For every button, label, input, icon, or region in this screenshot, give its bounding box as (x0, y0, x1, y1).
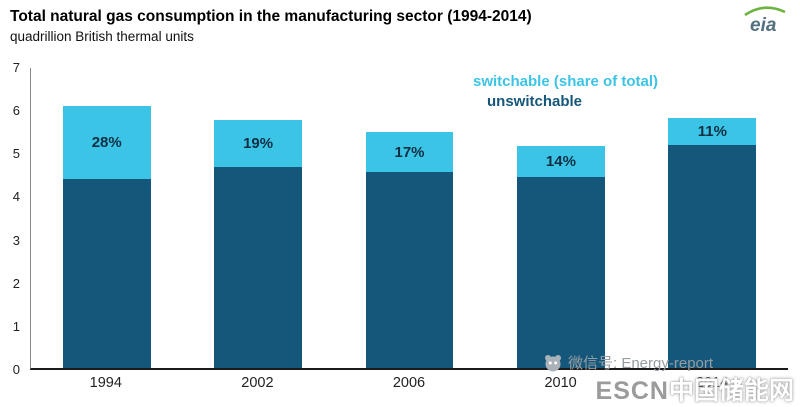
share-label: 19% (243, 135, 274, 153)
eia-logo-text: eia (750, 15, 777, 36)
y-tick-label: 5 (12, 146, 20, 162)
bar-2006: 17% (365, 132, 454, 368)
bar-slot: 14% (485, 68, 636, 368)
bar-slot: 11% (637, 68, 788, 368)
y-tick-label: 2 (12, 275, 20, 291)
y-axis: 0 1 2 3 4 5 6 7 (0, 60, 24, 377)
x-axis-label: 2006 (392, 375, 426, 391)
y-tick-label: 4 (12, 189, 20, 205)
chart-legend: switchable (share of total) unswitchable (473, 72, 658, 112)
chart-title: Total natural gas consumption in the man… (10, 8, 532, 25)
chart-subtitle: quadrillion British thermal units (10, 29, 194, 44)
x-axis-labels: 1994 2002 2006 2010 2014 (30, 375, 788, 391)
y-tick-label: 1 (12, 318, 20, 334)
eia-logo-graphic: eia (744, 6, 786, 36)
segment-switchable: 17% (365, 132, 454, 173)
legend-unswitchable: unswitchable (487, 93, 583, 110)
segment-unswitchable (365, 172, 454, 368)
bar-slot: 17% (334, 68, 485, 368)
escn-cn: 中国储能网 (668, 377, 794, 405)
share-label: 28% (91, 134, 122, 152)
y-tick-label: 6 (12, 103, 20, 119)
segment-unswitchable (517, 177, 605, 368)
segment-switchable: 28% (62, 105, 151, 180)
segment-unswitchable (62, 179, 151, 368)
bar-1994: 28% (62, 105, 151, 368)
x-axis-label: 2010 (544, 375, 577, 391)
escn-watermark: ESCN中国储能网 (596, 371, 794, 407)
segment-unswitchable (668, 145, 757, 368)
bar-slot: 28% (31, 68, 182, 368)
segment-switchable: 19% (214, 120, 303, 168)
y-tick-label: 3 (12, 232, 20, 248)
panda-icon (545, 354, 561, 371)
y-tick-label: 0 (12, 362, 20, 377)
legend-switchable: switchable (share of total) (473, 73, 659, 90)
escn-en: ESCN (595, 377, 669, 405)
x-axis-label: 2002 (241, 375, 274, 391)
segment-unswitchable (214, 167, 303, 368)
eia-swoosh (744, 6, 786, 17)
x-axis-label: 1994 (89, 375, 122, 391)
segment-switchable: 14% (517, 146, 605, 178)
bar-2002: 19% (214, 120, 303, 368)
x-axis-label: 2014 (696, 375, 729, 391)
share-label: 17% (394, 143, 425, 161)
segment-switchable: 11% (668, 117, 757, 146)
y-tick-label: 7 (12, 60, 20, 75)
wechat-text: 微信号: Energy-report (568, 355, 714, 372)
plot-area: 28% 19% 17% 14% 11% (30, 68, 788, 370)
bar-2014: 11% (668, 117, 757, 368)
share-label: 11% (697, 122, 727, 140)
bar-2010: 14% (517, 146, 605, 368)
wechat-watermark: 微信号: Energy-report (543, 352, 713, 373)
bar-slot: 19% (182, 68, 333, 368)
share-label: 14% (545, 153, 576, 171)
eia-logo: eia (740, 4, 788, 41)
